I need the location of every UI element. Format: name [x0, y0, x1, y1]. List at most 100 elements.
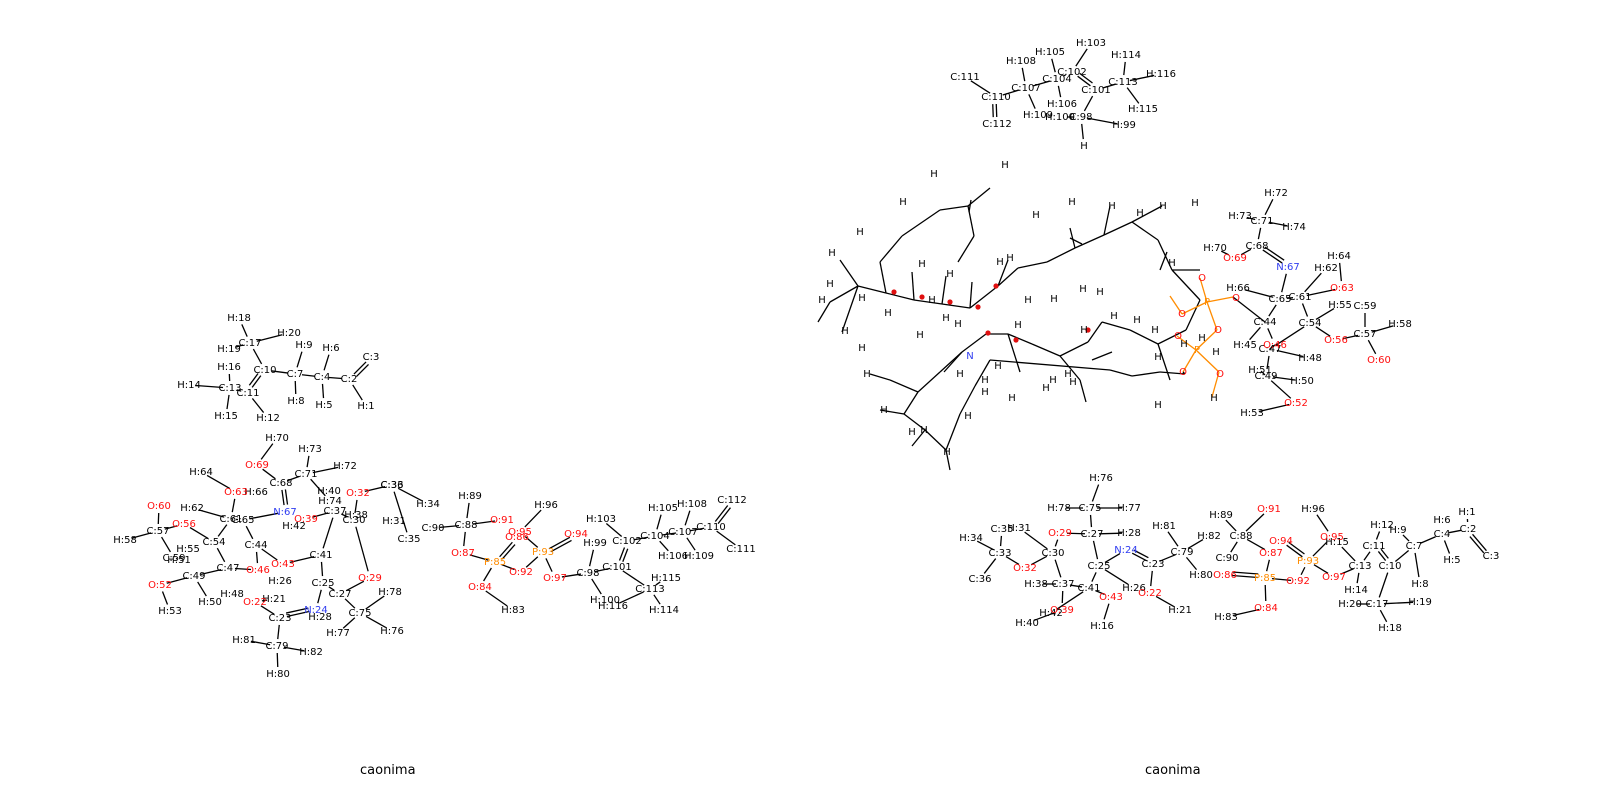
right-bottom-bond-27 [1232, 608, 1260, 617]
atom-label-right-bottom-o-22: O:22 [1138, 588, 1162, 599]
right-top-bond-1 [1087, 117, 1118, 125]
right-top-bond-12 [1028, 94, 1036, 109]
skeleton-bond-11 [1131, 221, 1159, 241]
atom-label-left-h-77: H:77 [326, 628, 350, 639]
skeleton-atom-h-37: H [1014, 320, 1022, 331]
atom-label-right-top-h-105: H:105 [1035, 47, 1065, 58]
atom-label-right-bottom-h-83: H:83 [1214, 612, 1238, 623]
atom-label-right-bottom-h-15: H:15 [1325, 537, 1349, 548]
left-bond-74 [463, 531, 466, 547]
skeleton-branch-27 [969, 281, 973, 309]
atom-label-left-c-110: C:110 [696, 522, 725, 533]
atom-label-left-h-20: H:20 [277, 328, 301, 339]
atom-label-left-h-108: H:108 [677, 499, 707, 510]
skeleton-branch-16 [879, 409, 905, 415]
skeleton-branch-11 [1157, 343, 1171, 381]
atom-label-right-bottom-h-19: H:19 [1408, 597, 1432, 608]
stereo-marker-6 [985, 330, 991, 336]
atom-label-left-o-60: O:60 [147, 501, 171, 512]
left-bond-78 [485, 590, 508, 607]
right-bottom-bond-22 [1286, 544, 1303, 558]
skeleton-branch-4 [967, 187, 991, 207]
atom-label-left-h-116: H:116 [598, 601, 628, 612]
atom-label-left-h-34: H:34 [416, 499, 440, 510]
left-bond-22 [260, 443, 274, 460]
skeleton-atom-h-14: H [1154, 400, 1162, 411]
skeleton-atom-h-51: H [1151, 325, 1159, 336]
left-bond-38 [200, 568, 222, 576]
left-bond-65 [283, 646, 305, 652]
skeleton-atom-h-34: H [964, 411, 972, 422]
left-bond-33 [164, 525, 178, 530]
skeleton-atom-o-3: O [1174, 331, 1182, 342]
skeleton-atom-h-17: H [1069, 377, 1077, 388]
stereo-marker-5 [1013, 337, 1019, 343]
atom-label-right-bottom-c-4: C:4 [1434, 529, 1451, 540]
skeleton-double-1 [1069, 237, 1083, 245]
atom-label-left-c-54: C:54 [202, 537, 225, 548]
skeleton-bond-1 [857, 285, 887, 294]
left-bond-41 [197, 581, 207, 597]
right-top-bond-10 [1032, 80, 1051, 87]
skeleton-branch-19 [1007, 333, 1021, 373]
atom-label-left-c-65: C:65 [231, 515, 254, 526]
right-middle-bond-17 [1301, 303, 1309, 317]
atom-label-right-bottom-h-20: H:20 [1338, 599, 1362, 610]
skeleton-atom-h-2: H [899, 197, 907, 208]
atom-label-right-bottom-o-97: O:97 [1322, 572, 1346, 583]
stereo-marker-1 [919, 294, 925, 300]
right-middle-bond-28 [1260, 370, 1266, 376]
right-top-bond-14 [970, 80, 991, 94]
atom-label-right-bottom-c-11: C:11 [1362, 541, 1385, 552]
right-bottom-bond-49 [1054, 539, 1059, 547]
skeleton-atom-h-53: H [1180, 339, 1188, 350]
left-bond-87 [591, 578, 602, 595]
atom-label-left-c-98: C:98 [576, 568, 599, 579]
atom-label-right-bottom-o-32: O:32 [1013, 563, 1037, 574]
left-bond-0-second [355, 363, 369, 377]
left-bond-99 [714, 505, 729, 522]
atom-label-left-h-99: H:99 [583, 538, 607, 549]
left-bond-88 [594, 567, 611, 573]
right-middle-bond-29 [1270, 380, 1292, 399]
atom-label-left-o-69: O:69 [245, 460, 269, 471]
left-bond-77 [483, 567, 492, 582]
stereo-marker-0 [891, 289, 897, 295]
skeleton-branch-24 [839, 259, 859, 287]
left-bond-97 [689, 527, 705, 532]
atom-label-left-h-1: H:1 [357, 401, 374, 412]
atom-label-right-bottom-n-24: N:24 [1114, 545, 1138, 556]
atom-label-left-o-43: O:43 [271, 559, 295, 570]
atom-label-left-o-91: O:91 [490, 515, 514, 526]
phosphate-bond-3 [1181, 301, 1208, 315]
right-bottom-bond-54 [999, 535, 1003, 547]
left-bond-49 [341, 513, 348, 518]
atom-label-right-middle-h-48: H:48 [1298, 353, 1322, 364]
right-bottom-bond-64 [1091, 572, 1097, 582]
right-bottom-bond-42 [1092, 540, 1099, 560]
atom-label-left-h-58: H:58 [113, 535, 137, 546]
skeleton-atom-h-55: H [1210, 393, 1218, 404]
left-bond-68 [342, 617, 356, 629]
right-bottom-bond-11 [1375, 531, 1381, 540]
atom-label-left-c-113: C:113 [635, 584, 664, 595]
right-bottom-bond-38 [1155, 595, 1175, 608]
atom-label-left-c-41: C:41 [309, 550, 332, 561]
left-bond-7 [296, 351, 303, 368]
atom-label-right-bottom-h-89: H:89 [1209, 510, 1233, 521]
left-bond-81-second [550, 539, 572, 553]
skeleton-branch-15 [869, 373, 891, 381]
right-bottom-bond-39-second [1133, 549, 1149, 559]
atom-label-left-h-81: H:81 [232, 635, 256, 646]
skeleton-atom-h-22: H [916, 330, 924, 341]
atom-label-right-middle-o-69: O:69 [1223, 253, 1247, 264]
right-bottom-bond-59 [1033, 611, 1056, 622]
atom-label-right-top-h: H [1080, 141, 1088, 152]
atom-label-right-bottom-c-3: C:3 [1483, 551, 1500, 562]
atom-label-left-c-104: C:104 [640, 531, 669, 542]
atom-label-right-bottom-o-84: O:84 [1254, 603, 1278, 614]
skeleton-atom-h-54: H [1198, 333, 1206, 344]
right-bottom-bond-30 [1245, 513, 1265, 532]
skeleton-branch-26 [941, 275, 947, 305]
atom-label-left-h-66: H:66 [244, 487, 268, 498]
